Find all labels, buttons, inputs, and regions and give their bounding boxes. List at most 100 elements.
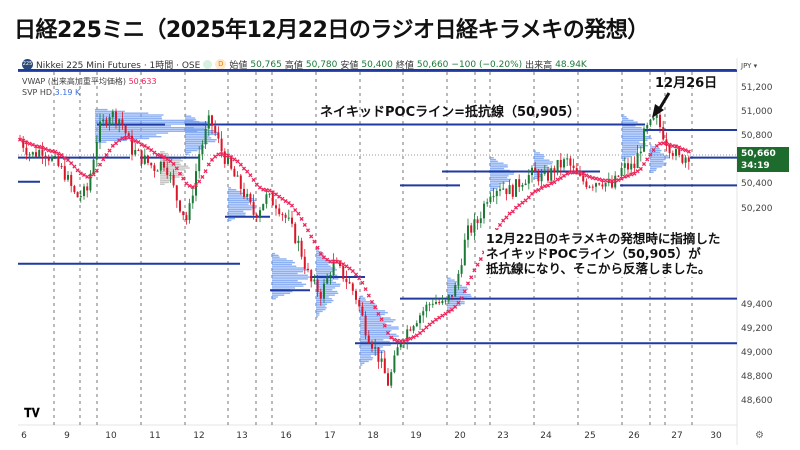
volume-profile-bar bbox=[622, 114, 625, 116]
volume-profile-bar bbox=[360, 304, 377, 307]
candle bbox=[28, 154, 31, 156]
volume-profile-bar bbox=[228, 196, 248, 198]
candle bbox=[572, 165, 575, 169]
vwap-marker bbox=[97, 162, 103, 167]
volume-profile-bar bbox=[360, 311, 388, 314]
candle bbox=[649, 119, 652, 126]
vwap-legend[interactable]: VWAP (出来高加重平均価格) 50,633 bbox=[22, 76, 157, 87]
volume-profile-bar bbox=[95, 126, 194, 129]
vwap-marker bbox=[110, 143, 115, 148]
vwap-marker bbox=[91, 172, 96, 177]
vwap-marker bbox=[312, 239, 317, 244]
volume-profile-bar bbox=[534, 163, 553, 165]
symbol-name[interactable]: Nikkei 225 Mini Futures · 1時間 · OSE bbox=[36, 61, 201, 71]
candle bbox=[537, 171, 540, 182]
candle bbox=[188, 203, 191, 221]
vwap-marker bbox=[229, 155, 234, 160]
candle bbox=[473, 219, 476, 233]
candle bbox=[579, 174, 581, 176]
candle bbox=[262, 203, 265, 211]
volume-profile-bar bbox=[316, 303, 328, 305]
candle bbox=[556, 159, 559, 173]
volume-profile-bar bbox=[650, 169, 657, 172]
svp-legend[interactable]: SVP HD 3.19 K bbox=[22, 88, 80, 97]
vwap-marker bbox=[149, 148, 154, 153]
vwap-marker bbox=[392, 337, 397, 342]
candle bbox=[531, 167, 533, 176]
candle bbox=[342, 266, 345, 279]
candle bbox=[47, 158, 50, 161]
volume-profile-bar bbox=[360, 355, 371, 357]
candle bbox=[367, 335, 370, 343]
candle bbox=[86, 186, 89, 191]
vwap-marker bbox=[440, 313, 445, 318]
volume-profile-bar bbox=[228, 203, 249, 205]
volume-profile-bar bbox=[272, 263, 292, 266]
candle bbox=[291, 217, 293, 224]
time-tick: 18 bbox=[367, 431, 379, 441]
volume-profile-bar bbox=[316, 265, 331, 267]
volume-profile-bar bbox=[490, 182, 506, 184]
candle bbox=[604, 182, 607, 187]
vwap-marker bbox=[443, 311, 448, 316]
vwap-marker bbox=[408, 336, 413, 341]
vwap-marker bbox=[264, 188, 269, 193]
candle bbox=[415, 323, 418, 327]
volume-profile-bar bbox=[490, 184, 499, 186]
vwap-marker bbox=[673, 144, 679, 149]
vwap-marker bbox=[622, 174, 627, 179]
candle bbox=[505, 188, 508, 195]
vwap-marker bbox=[398, 338, 403, 344]
vwap-marker bbox=[437, 315, 442, 320]
candle bbox=[92, 159, 95, 174]
vwap-marker bbox=[469, 275, 474, 280]
candle bbox=[428, 304, 431, 306]
vwap-marker bbox=[270, 190, 275, 195]
volume-profile-bar bbox=[185, 137, 212, 139]
volume-profile-bar bbox=[534, 150, 536, 152]
vwap-marker bbox=[17, 137, 23, 142]
vwap-marker bbox=[545, 183, 551, 188]
candle bbox=[121, 119, 124, 125]
vwap-marker bbox=[219, 152, 224, 157]
vwap-marker bbox=[369, 299, 375, 304]
vwap-marker bbox=[632, 171, 637, 176]
candle bbox=[217, 132, 220, 139]
vwap-marker bbox=[648, 152, 653, 157]
vwap-marker bbox=[504, 215, 509, 220]
candle bbox=[159, 161, 162, 171]
currency-selector[interactable]: JPY ▾ bbox=[741, 62, 758, 70]
candle bbox=[598, 183, 601, 185]
candle bbox=[371, 342, 373, 349]
vwap-marker bbox=[497, 222, 503, 228]
volume-profile-bar bbox=[650, 158, 666, 161]
volume-profile-bar bbox=[447, 299, 461, 301]
volume-profile-bar bbox=[622, 139, 648, 142]
volume-profile-bar bbox=[185, 126, 210, 128]
candle bbox=[422, 311, 425, 316]
volume-profile-bar bbox=[490, 189, 494, 192]
volume-profile-bar bbox=[272, 270, 304, 273]
candle bbox=[147, 155, 149, 163]
candle bbox=[124, 124, 127, 134]
vwap-marker bbox=[344, 264, 349, 269]
vwap-marker bbox=[56, 151, 61, 156]
volume-profile-bar bbox=[316, 287, 336, 289]
candle bbox=[287, 217, 290, 219]
vwap-marker bbox=[155, 152, 160, 157]
vwap-marker bbox=[69, 161, 74, 166]
volume-profile-bar bbox=[160, 152, 169, 155]
candle bbox=[447, 294, 450, 301]
open-label: 始値 bbox=[229, 61, 248, 71]
candle bbox=[563, 159, 565, 168]
volume-profile-bar bbox=[622, 146, 645, 149]
volume-profile-bar bbox=[185, 144, 202, 146]
candle bbox=[419, 315, 421, 324]
time-tick: 16 bbox=[280, 431, 292, 441]
volume-profile-bar bbox=[160, 178, 173, 180]
volume-profile-bar bbox=[316, 296, 329, 298]
settings-gear-icon[interactable]: ⚙ bbox=[755, 430, 764, 441]
volume-profile-bar bbox=[316, 249, 319, 251]
vwap-marker bbox=[216, 152, 221, 157]
